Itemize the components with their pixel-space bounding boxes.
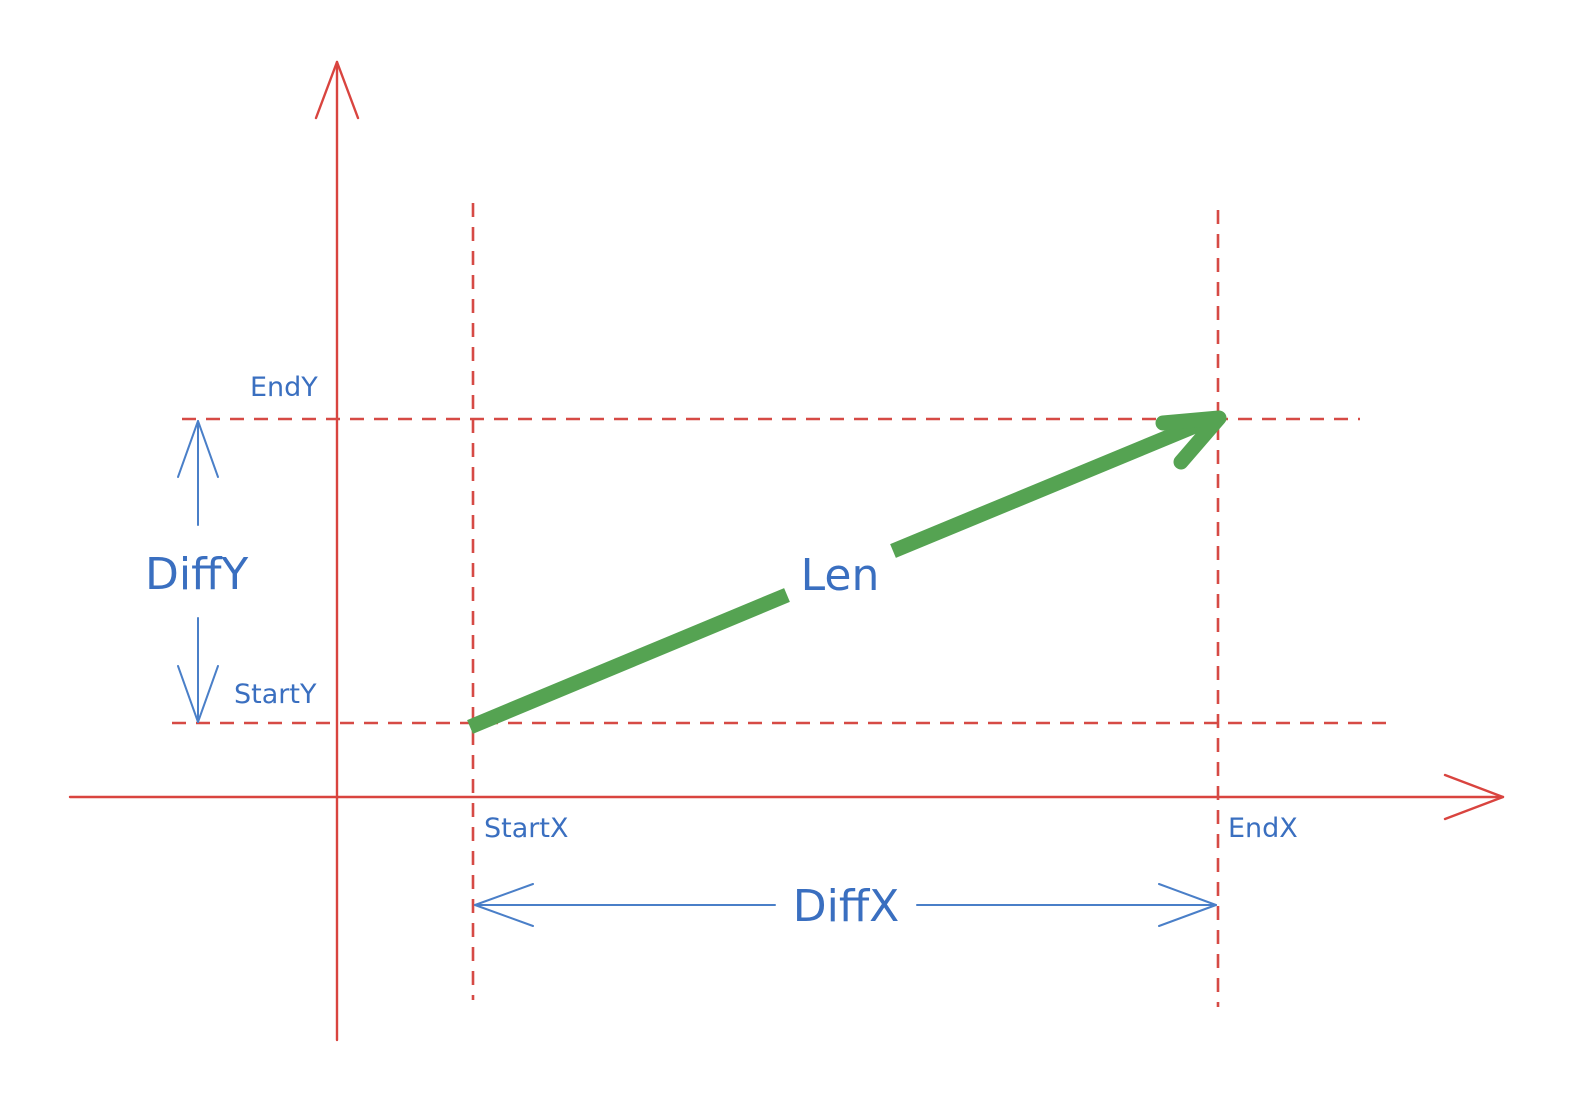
diff-y-down-arrowhead bbox=[177, 665, 219, 723]
diff-x-right-arrowhead bbox=[1158, 883, 1217, 927]
len-vector bbox=[467, 410, 1227, 734]
diff-x-left-arrowhead bbox=[474, 883, 534, 927]
axes bbox=[68, 60, 1505, 1042]
diff-y-label: DiffY bbox=[145, 549, 248, 600]
len-vector-arrowhead bbox=[1155, 410, 1227, 470]
diff-y-up-arrowhead bbox=[177, 420, 219, 478]
start-x-label: StartX bbox=[484, 813, 568, 844]
guide-lines bbox=[172, 203, 1396, 1007]
y-axis-arrowhead bbox=[314, 60, 360, 120]
len-vector-lower-segment bbox=[467, 588, 790, 734]
x-axis-arrowhead bbox=[1443, 773, 1505, 821]
diff-x-measure bbox=[474, 883, 1217, 927]
diff-x-label: DiffX bbox=[793, 881, 900, 932]
start-y-label: StartY bbox=[234, 679, 317, 710]
len-vector-upper-segment bbox=[890, 412, 1215, 558]
end-y-label: EndY bbox=[250, 372, 318, 403]
diff-y-measure bbox=[177, 420, 219, 723]
len-label: Len bbox=[801, 550, 880, 601]
end-x-label: EndX bbox=[1228, 813, 1298, 844]
